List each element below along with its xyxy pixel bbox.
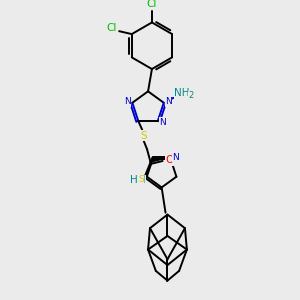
Text: S: S bbox=[138, 175, 144, 184]
Text: Cl: Cl bbox=[106, 23, 117, 33]
Text: N: N bbox=[172, 153, 179, 162]
Text: N: N bbox=[159, 118, 166, 127]
Text: NH: NH bbox=[174, 88, 190, 98]
Text: HN: HN bbox=[130, 176, 145, 185]
Text: S: S bbox=[140, 131, 146, 141]
Text: N: N bbox=[124, 97, 131, 106]
Text: N: N bbox=[165, 97, 172, 106]
Text: O: O bbox=[165, 155, 173, 165]
Text: 2: 2 bbox=[188, 92, 194, 100]
Text: Cl: Cl bbox=[147, 0, 157, 9]
